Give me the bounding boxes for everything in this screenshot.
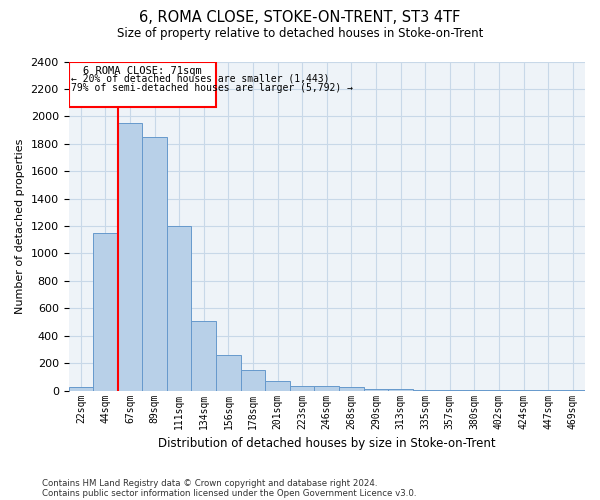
Text: Contains HM Land Registry data © Crown copyright and database right 2024.: Contains HM Land Registry data © Crown c…: [42, 478, 377, 488]
Bar: [388, 388, 413, 390]
Text: ← 20% of detached houses are smaller (1,443): ← 20% of detached houses are smaller (1,…: [71, 74, 329, 84]
Bar: [69, 62, 216, 107]
Text: 79% of semi-detached houses are larger (5,792) →: 79% of semi-detached houses are larger (…: [71, 84, 353, 94]
Bar: [93, 233, 118, 390]
Text: 6, ROMA CLOSE, STOKE-ON-TRENT, ST3 4TF: 6, ROMA CLOSE, STOKE-ON-TRENT, ST3 4TF: [139, 10, 461, 25]
Bar: [142, 137, 167, 390]
Bar: [339, 386, 364, 390]
Text: 6 ROMA CLOSE: 71sqm: 6 ROMA CLOSE: 71sqm: [83, 66, 202, 76]
Bar: [241, 370, 265, 390]
Bar: [216, 355, 241, 390]
Bar: [290, 386, 314, 390]
Text: Size of property relative to detached houses in Stoke-on-Trent: Size of property relative to detached ho…: [117, 28, 483, 40]
Bar: [191, 320, 216, 390]
Bar: [167, 226, 191, 390]
Bar: [68, 386, 93, 390]
X-axis label: Distribution of detached houses by size in Stoke-on-Trent: Distribution of detached houses by size …: [158, 437, 496, 450]
Bar: [314, 386, 339, 390]
Text: Contains public sector information licensed under the Open Government Licence v3: Contains public sector information licen…: [42, 488, 416, 498]
Y-axis label: Number of detached properties: Number of detached properties: [15, 138, 25, 314]
Bar: [364, 388, 388, 390]
Bar: [265, 381, 290, 390]
Bar: [118, 123, 142, 390]
